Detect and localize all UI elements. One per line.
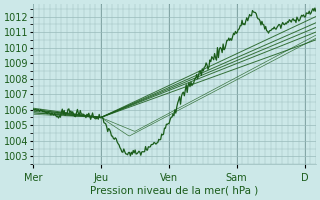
X-axis label: Pression niveau de la mer( hPa ): Pression niveau de la mer( hPa ) [90, 186, 259, 196]
